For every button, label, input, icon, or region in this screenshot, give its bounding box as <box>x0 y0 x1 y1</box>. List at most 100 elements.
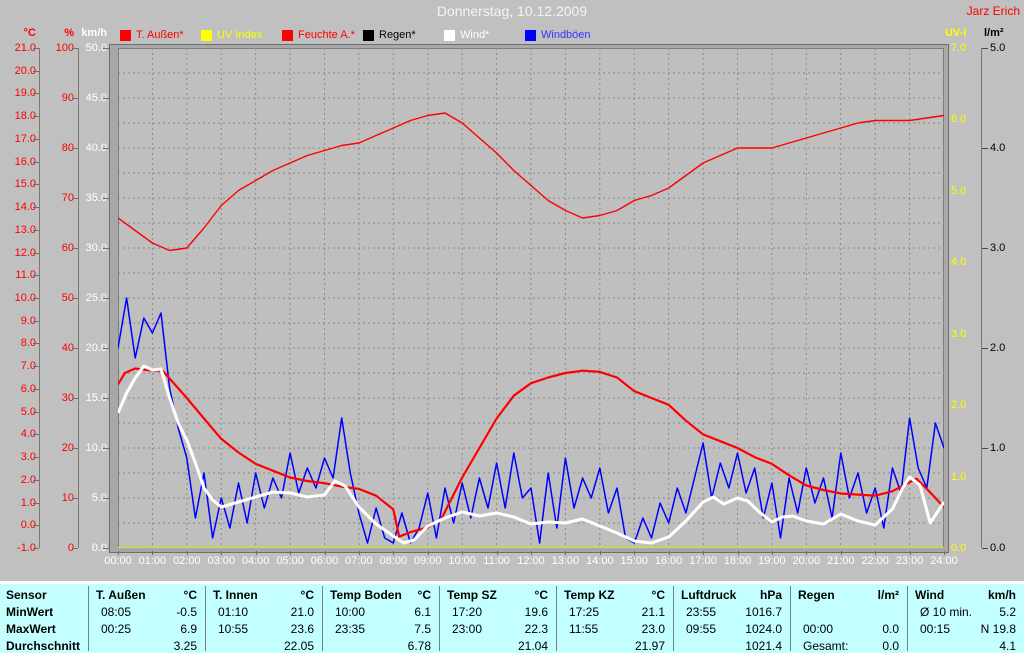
x-axis-label: 10:00 <box>448 555 476 567</box>
axis-tick-label-celsius: 15.0 <box>14 178 36 191</box>
column-header-name: T. Innen <box>213 588 258 602</box>
x-axis-label: 04:00 <box>241 555 270 567</box>
legend-swatch-icon <box>201 29 212 41</box>
cell-value: 1021.4 <box>745 639 782 653</box>
table-cell: 23:55 1016.7 <box>673 604 790 621</box>
table-cell: 22.05 <box>205 638 322 653</box>
axis-tick-label-lm2: 3.0 <box>990 242 1006 254</box>
column-header-name: T. Außen <box>96 588 146 602</box>
table-cell: 00:00 0.0 <box>790 621 907 638</box>
column-header: Regen l/m² <box>790 587 907 604</box>
axis-line-lm2 <box>981 48 982 548</box>
axis-tick-celsius <box>33 320 39 322</box>
x-axis-tick <box>358 551 360 555</box>
cell-time: 17:25 <box>569 605 600 619</box>
cell-value: -0.5 <box>176 605 197 619</box>
axis-tick-kmh <box>103 548 109 549</box>
x-axis-label: 11:00 <box>483 555 510 567</box>
axis-tick-label-uvi: 7.0 <box>951 42 967 54</box>
column-header: Temp KZ °C <box>556 587 673 604</box>
column-header-unit: °C <box>300 588 314 602</box>
x-axis-tick <box>668 551 670 555</box>
cell-value: 0.0 <box>882 639 899 653</box>
axis-tick-celsius <box>33 411 39 413</box>
x-axis-label: 08:00 <box>379 555 408 567</box>
x-axis-label: 13:00 <box>551 555 580 567</box>
axis-tick-label-uvi: 3.0 <box>951 327 967 340</box>
column-header: Temp SZ °C <box>439 587 556 604</box>
axis-tick-label-kmh: 35.0 <box>85 192 107 204</box>
x-axis-tick <box>186 551 188 555</box>
x-axis-tick <box>806 551 808 555</box>
axis-tick-label-celsius: 12.0 <box>14 246 36 259</box>
cell-time: 10:55 <box>218 622 249 636</box>
axis-tick-kmh <box>103 298 109 299</box>
axis-line-percent <box>78 48 79 548</box>
axis-tick-celsius <box>33 502 39 504</box>
cell-value: N 19.8 <box>980 622 1016 636</box>
axis-tick-celsius <box>33 229 39 231</box>
axis-tick-label-kmh: 50.0 <box>85 42 107 54</box>
legend-label: T. Außen* <box>136 29 184 41</box>
axis-tick-label-celsius: 7.0 <box>20 360 36 373</box>
table-cell: 01:10 21.0 <box>205 604 322 621</box>
axis-tick-celsius <box>33 116 39 118</box>
axis-tick-lm2 <box>982 348 988 349</box>
x-axis-label: 24:00 <box>930 555 958 567</box>
axis-tick-label-percent: 40 <box>61 342 74 354</box>
x-axis-tick <box>703 551 705 555</box>
x-axis-label: 03:00 <box>207 555 236 567</box>
table-row-label: Sensor <box>6 588 47 602</box>
axis-tick-lm2 <box>982 548 988 549</box>
cell-time: 00:00 <box>803 622 834 636</box>
x-axis-tick <box>152 551 154 555</box>
table-cell: 10:00 6.1 <box>322 604 439 621</box>
table-row: MaxWert 00:25 6.9 10:55 23.6 23:35 7.5 23:00 22.… <box>0 621 1024 638</box>
cell-time: 11:55 <box>569 622 599 636</box>
table-cell: 09:55 1024.0 <box>673 621 790 638</box>
axis-tick-percent <box>72 348 78 349</box>
table-separator-line <box>322 586 323 651</box>
x-axis-label: 06:00 <box>310 555 339 567</box>
axis-tick-label-uvi: 6.0 <box>951 113 967 126</box>
legend-label: Regen* <box>379 29 416 41</box>
table-separator-line <box>205 586 206 651</box>
x-axis-tick <box>462 551 464 555</box>
legend-item-4: Regen* <box>363 29 416 41</box>
cell-time: 23:35 <box>335 622 366 636</box>
axis-tick-celsius <box>33 343 39 345</box>
cell-value: 6.9 <box>180 622 197 636</box>
table-cell: 3.25 <box>88 638 205 653</box>
axis-tick-celsius <box>33 388 39 390</box>
legend-item-3: Feuchte A.* <box>282 29 355 41</box>
table-cell: 21.04 <box>439 638 556 653</box>
x-axis-label: 22:00 <box>861 555 889 567</box>
x-axis-label: 15:00 <box>620 555 649 567</box>
table-cell: 11:55 23.0 <box>556 621 673 638</box>
axis-tick-label-percent: 60 <box>61 242 74 254</box>
x-axis-tick <box>531 551 532 555</box>
axis-unit-uvi: UV-I <box>945 27 967 39</box>
table-cell: 23:35 7.5 <box>322 621 439 638</box>
cell-time: 00:15 <box>920 622 951 636</box>
axis-tick-label-celsius: 5.0 <box>20 405 36 418</box>
axis-tick-label-uvi: 4.0 <box>951 256 967 269</box>
plot-area[interactable] <box>118 48 944 548</box>
axis-tick-celsius <box>33 252 39 254</box>
axis-tick-label-kmh: 15.0 <box>85 392 107 404</box>
cell-time: 00:25 <box>101 622 132 636</box>
axis-tick-label-celsius: 19.0 <box>14 87 36 100</box>
axis-tick-percent <box>72 248 78 249</box>
axis-tick-kmh <box>103 448 109 449</box>
cell-value: 23.0 <box>641 622 665 636</box>
axis-tick-percent <box>72 448 78 449</box>
x-axis-tick <box>496 551 498 555</box>
axis-tick-label-kmh: 5.0 <box>91 492 107 504</box>
axis-tick-label-celsius: 17.0 <box>14 132 36 145</box>
legend-swatch-icon <box>444 29 455 41</box>
cell-value: 21.0 <box>290 605 314 619</box>
column-header-name: Temp SZ <box>447 588 497 602</box>
axis-tick-label-percent: 10 <box>61 492 74 504</box>
table-cell: 23:00 22.3 <box>439 621 556 638</box>
column-header-name: Temp KZ <box>564 588 615 602</box>
